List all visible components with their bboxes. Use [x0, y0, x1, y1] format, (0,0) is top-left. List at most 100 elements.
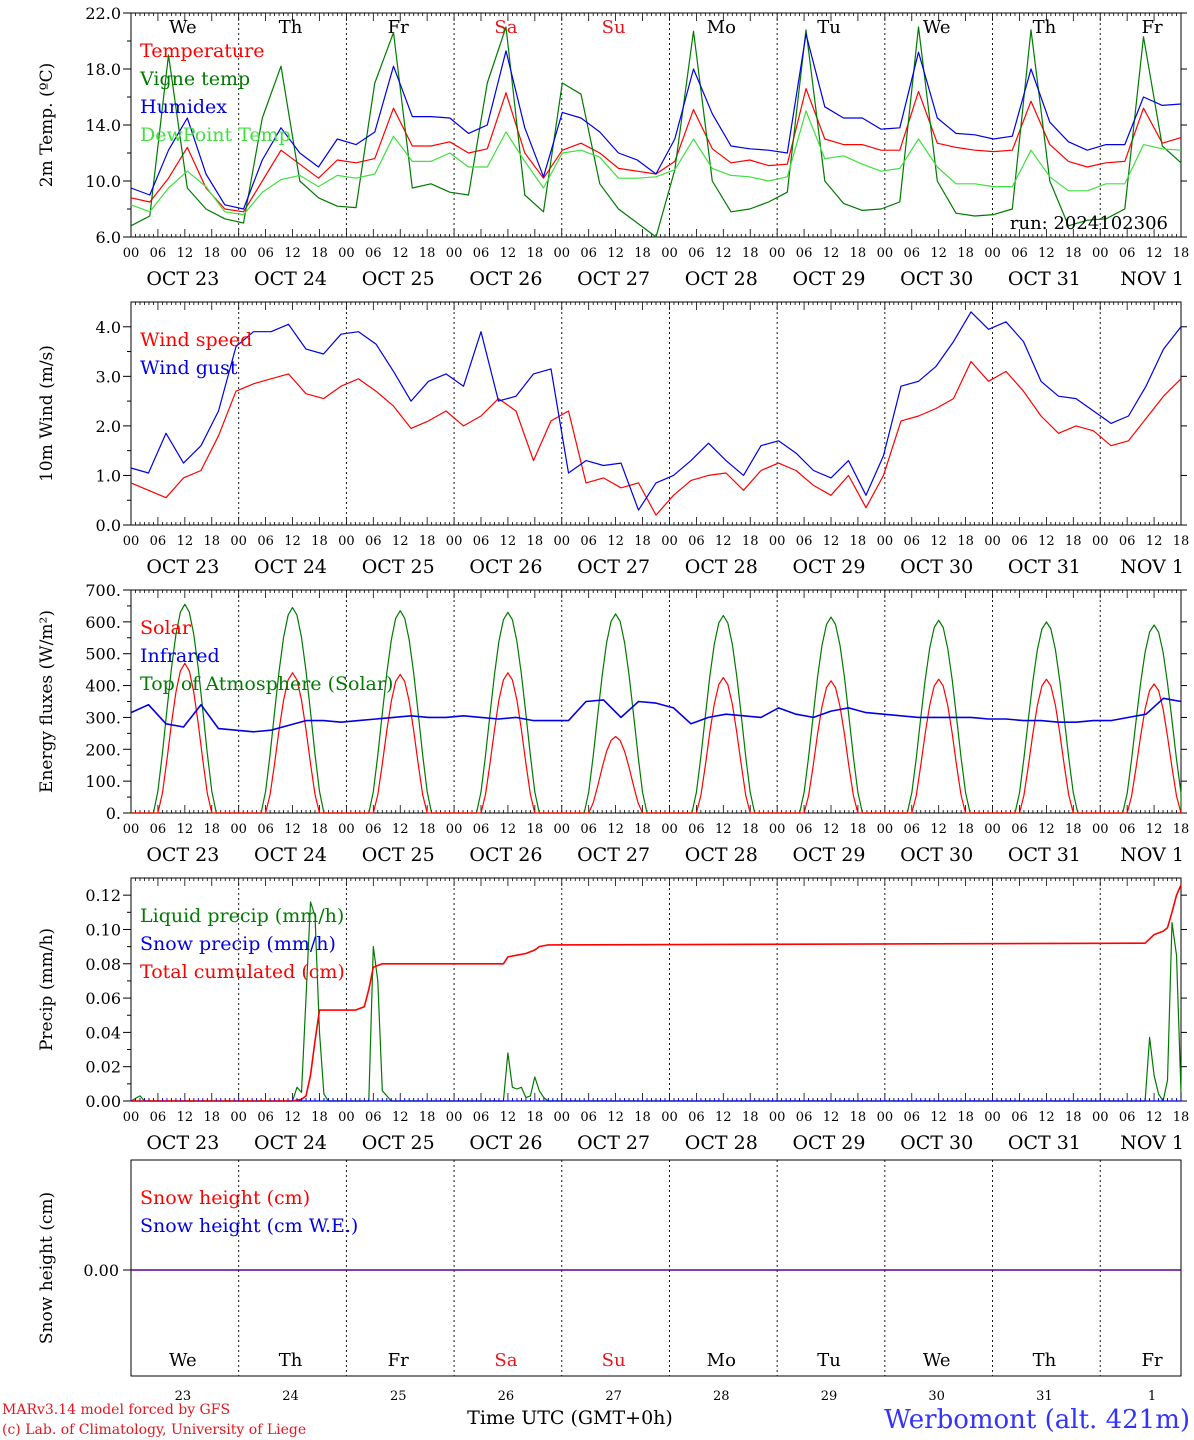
hour-label: 00 [446, 246, 463, 261]
y-tick-label: 0.00 [83, 1261, 119, 1280]
hour-label: 12 [392, 534, 409, 549]
hour-label: 12 [715, 246, 732, 261]
day-name: Su [602, 17, 626, 38]
hour-label: 18 [850, 1110, 867, 1125]
legend-entry: Snow height (cm W.E.) [140, 1215, 358, 1237]
hour-label: 00 [1092, 1110, 1109, 1125]
hour-label: 06 [580, 1110, 597, 1125]
hour-label: 00 [769, 1110, 786, 1125]
series-line [130, 110, 1182, 216]
hour-label: 12 [500, 1110, 517, 1125]
hour-label: 00 [877, 246, 894, 261]
date-label: OCT 31 [1008, 556, 1081, 578]
date-label: OCT 24 [254, 556, 327, 578]
hour-label: 00 [877, 534, 894, 549]
hour-label: 06 [150, 534, 167, 549]
hour-label: 12 [715, 534, 732, 549]
hour-label: 06 [796, 822, 813, 837]
hour-label: 18 [742, 822, 759, 837]
y-axis-label: 10m Wind (m/s) [37, 345, 57, 482]
day-name: Mo [707, 17, 736, 38]
hour-label: 00 [123, 246, 140, 261]
date-label: OCT 23 [146, 556, 219, 578]
y-axis-label: Snow height (cm) [37, 1192, 57, 1344]
date-label: OCT 23 [146, 268, 219, 290]
day-name: Th [1033, 17, 1057, 38]
date-label: OCT 23 [146, 844, 219, 866]
hour-label: 12 [177, 822, 194, 837]
date-label: OCT 24 [254, 268, 327, 290]
hour-label: 00 [661, 822, 678, 837]
hour-label: 18 [419, 246, 436, 261]
hour-label: 18 [957, 822, 974, 837]
y-tick-label: 4.0 [96, 318, 121, 337]
y-tick-label: 22.0 [85, 4, 121, 23]
hour-label: 00 [553, 534, 570, 549]
panel-5: Snow height (cm) 0.00 We Th Fr Sa Su Mo Tu We Th Fr… [37, 1159, 1182, 1404]
run-label: run: 2024102306 [1010, 213, 1168, 234]
hour-label: 12 [823, 534, 840, 549]
hour-label: 00 [230, 822, 247, 837]
day-name: Fr [388, 17, 409, 38]
hour-label: 06 [1119, 246, 1136, 261]
solar-line [131, 662, 1182, 814]
hour-label: 06 [1011, 1110, 1028, 1125]
hour-label: 18 [419, 534, 436, 549]
day-number: 29 [821, 1389, 838, 1404]
hour-label: 06 [365, 534, 382, 549]
hour-label: 00 [230, 534, 247, 549]
date-label: OCT 27 [577, 844, 650, 866]
y-tick-label: 18.0 [85, 60, 121, 79]
hour-label: 18 [1173, 822, 1190, 837]
hour-label: 18 [742, 246, 759, 261]
date-label: OCT 25 [362, 268, 435, 290]
day-number: 25 [390, 1389, 407, 1404]
y-axis-label: 2m Temp. (ºC) [37, 63, 57, 188]
legend-entry: Snow height (cm) [140, 1187, 310, 1209]
hour-label: 12 [177, 534, 194, 549]
date-label: NOV 1 [1120, 844, 1184, 866]
date-label: OCT 30 [900, 1132, 973, 1154]
hour-label: 06 [257, 534, 274, 549]
hour-label: 18 [742, 534, 759, 549]
time-axis-label: Time UTC (GMT+0h) [467, 1407, 673, 1429]
date-label: NOV 1 [1120, 268, 1184, 290]
hour-label: 00 [769, 534, 786, 549]
hour-label: 06 [150, 1110, 167, 1125]
day-name: Th [279, 17, 303, 38]
hour-label: 18 [203, 246, 220, 261]
hour-label: 18 [1173, 246, 1190, 261]
hour-label: 06 [903, 1110, 920, 1125]
hour-label: 12 [500, 534, 517, 549]
legend-entry: Total cumulated (cm) [140, 961, 345, 983]
date-label: OCT 26 [469, 268, 542, 290]
panel-2: 0.0 1.0 2.0 3.0 4.0 10m Wind (m/s) 00 06 12 18 00 0… [37, 301, 1189, 578]
legend-entry: Snow precip (mm/h) [140, 933, 336, 955]
hour-label: 18 [634, 1110, 651, 1125]
y-tick-label: 400. [85, 677, 121, 696]
y-tick-label: 2.0 [96, 417, 121, 436]
hour-label: 00 [661, 246, 678, 261]
date-label: OCT 29 [792, 844, 865, 866]
day-name: Tu [817, 17, 841, 38]
hour-label: 00 [1092, 534, 1109, 549]
hour-label: 06 [688, 534, 705, 549]
hour-label: 06 [1011, 534, 1028, 549]
hour-label: 00 [446, 1110, 463, 1125]
hour-label: 12 [284, 1110, 301, 1125]
hour-label: 06 [903, 822, 920, 837]
hour-label: 18 [634, 822, 651, 837]
legend-entry: Vigne temp [139, 68, 250, 90]
hour-label: 06 [580, 246, 597, 261]
hour-label: 12 [392, 822, 409, 837]
hour-label: 06 [688, 246, 705, 261]
hour-label: 00 [230, 1110, 247, 1125]
series-line [131, 884, 1182, 1102]
hour-label: 12 [823, 1110, 840, 1125]
model-credit: MARv3.14 model forced by GFS [2, 1402, 230, 1418]
day-name: Fr [1142, 17, 1163, 38]
day-number: 26 [498, 1389, 515, 1404]
date-label: OCT 28 [685, 844, 758, 866]
panel-1: 6.0 10.0 14.0 18.0 22.0 2m Temp. (ºC) 00 06 12 18… [37, 4, 1189, 290]
hour-label: 00 [984, 1110, 1001, 1125]
